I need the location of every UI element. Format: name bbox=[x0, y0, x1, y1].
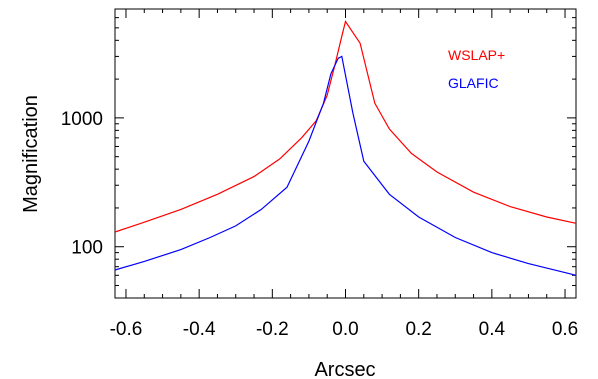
y-tick-label: 100 bbox=[71, 238, 103, 259]
y-tick-label: 1000 bbox=[61, 109, 103, 130]
y-axis-title: Magnification bbox=[20, 95, 42, 213]
series-line-glafic bbox=[114, 55, 577, 276]
plot-frame bbox=[114, 8, 577, 299]
x-tick-label: 0.6 bbox=[552, 319, 578, 340]
x-tick-label: 0.0 bbox=[332, 319, 358, 340]
series-line-wslap bbox=[114, 20, 577, 233]
x-axis-title: Arcsec bbox=[314, 359, 375, 379]
legend-label-glafic: GLAFIC bbox=[448, 75, 499, 91]
x-tick-label: -0.6 bbox=[110, 319, 143, 340]
x-tick-label: -0.2 bbox=[256, 319, 289, 340]
x-tick-label: 0.4 bbox=[479, 319, 506, 340]
x-tick-label: 0.2 bbox=[405, 319, 431, 340]
x-tick-label: -0.4 bbox=[183, 319, 216, 340]
legend-label-wslap: WSLAP+ bbox=[448, 47, 505, 63]
legend: WSLAP+ GLAFIC bbox=[448, 47, 505, 91]
